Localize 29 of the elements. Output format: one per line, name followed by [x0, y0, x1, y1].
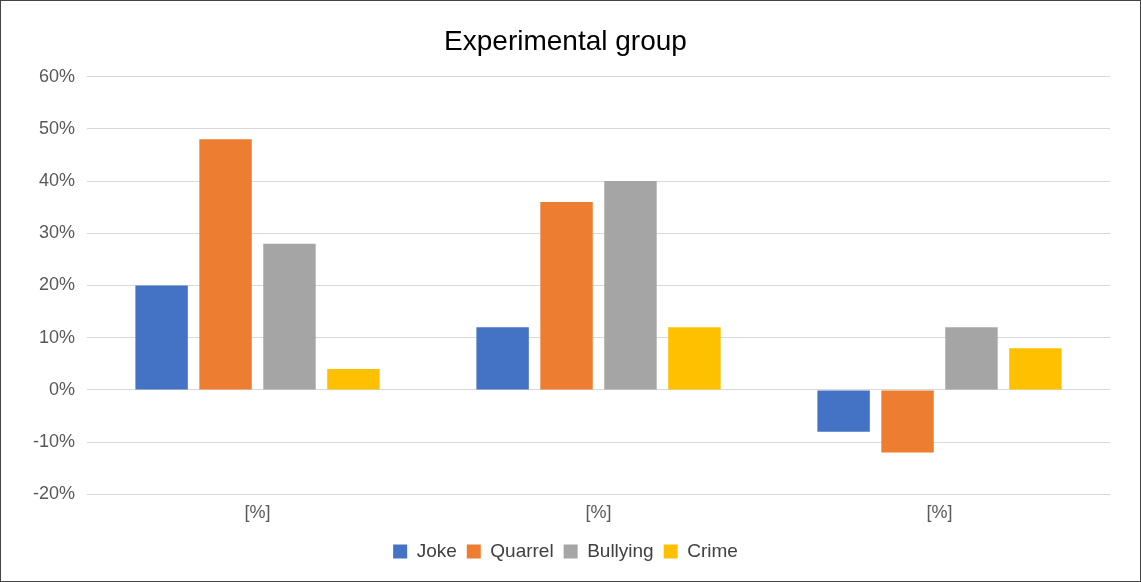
y-tick-label: 10% — [38, 326, 76, 347]
x-tick-label: [%] — [244, 502, 271, 523]
y-tick-label: 50% — [38, 117, 76, 138]
legend-label: Bullying — [587, 539, 654, 561]
bar — [476, 327, 529, 390]
y-tick-label: 20% — [38, 274, 76, 295]
bar — [945, 327, 998, 390]
bar — [540, 201, 593, 390]
bar — [604, 181, 657, 390]
legend-label: Crime — [687, 539, 738, 561]
y-tick-label: 0% — [49, 378, 76, 399]
y-tick-label: 60% — [38, 65, 76, 86]
bar — [1009, 348, 1062, 390]
legend-label: Quarrel — [490, 539, 554, 561]
y-tick-label: -10% — [32, 431, 76, 452]
bar — [199, 139, 252, 390]
legend-label: Joke — [416, 539, 457, 561]
bar — [135, 285, 188, 390]
bar — [327, 369, 380, 390]
x-tick-label: [%] — [585, 502, 612, 523]
bar — [817, 390, 870, 432]
chart-title: Experimental group — [444, 24, 687, 56]
x-tick-label: [%] — [926, 502, 953, 523]
y-tick-label: -20% — [32, 483, 76, 504]
y-tick-label: 30% — [38, 222, 76, 243]
bar — [263, 243, 316, 390]
bar — [881, 390, 934, 453]
bar — [668, 327, 721, 390]
y-tick-label: 40% — [38, 170, 76, 191]
